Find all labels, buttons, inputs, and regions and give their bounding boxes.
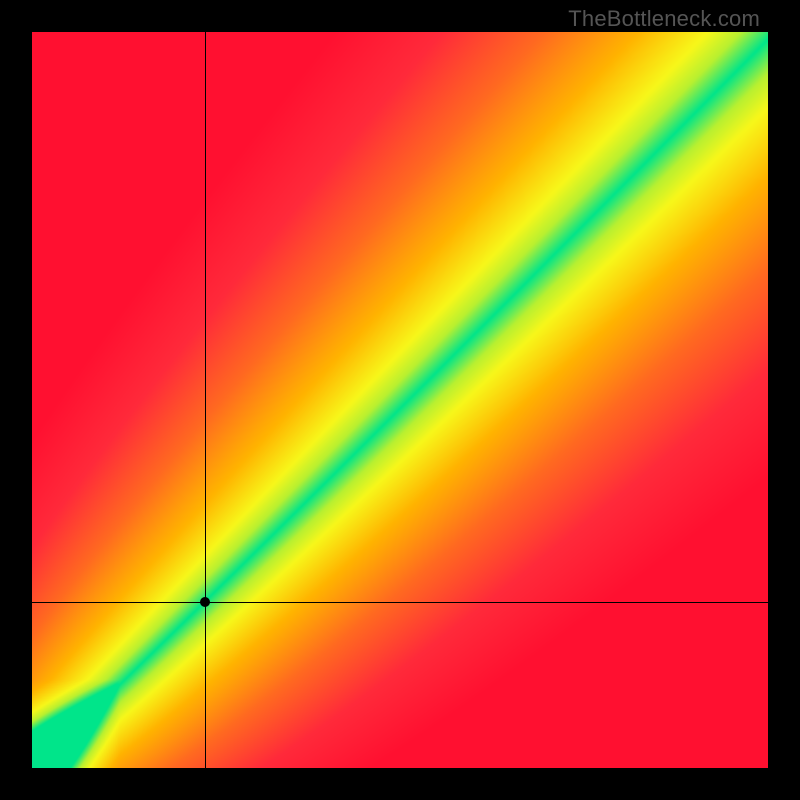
- crosshair-vertical-line: [205, 32, 206, 768]
- watermark-text: TheBottleneck.com: [568, 6, 760, 32]
- crosshair-horizontal-line: [32, 602, 768, 603]
- crosshair-marker-dot: [200, 597, 210, 607]
- heatmap-plot-area: [32, 32, 768, 768]
- heatmap-canvas: [32, 32, 768, 768]
